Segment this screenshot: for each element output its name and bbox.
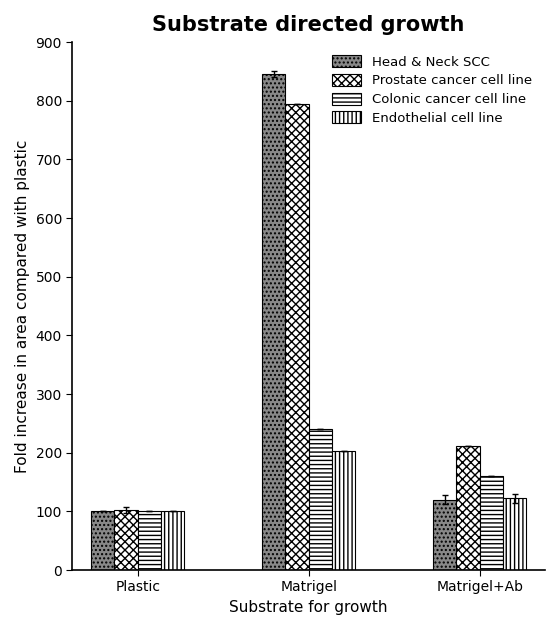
Y-axis label: Fold increase in area compared with plastic: Fold increase in area compared with plas… <box>15 139 30 472</box>
Bar <box>456 445 480 570</box>
Bar <box>332 451 355 570</box>
Title: Substrate directed growth: Substrate directed growth <box>152 15 465 35</box>
Bar <box>114 510 138 570</box>
Bar <box>286 104 309 570</box>
Bar <box>91 512 114 570</box>
Bar <box>480 476 503 570</box>
X-axis label: Substrate for growth: Substrate for growth <box>230 600 388 615</box>
Bar <box>161 512 184 570</box>
Legend: Head & Neck SCC, Prostate cancer cell line, Colonic cancer cell line, Endothelia: Head & Neck SCC, Prostate cancer cell li… <box>325 49 538 132</box>
Bar <box>262 74 286 570</box>
Bar <box>138 512 161 570</box>
Bar <box>309 429 332 570</box>
Bar <box>433 500 456 570</box>
Bar <box>503 498 526 570</box>
